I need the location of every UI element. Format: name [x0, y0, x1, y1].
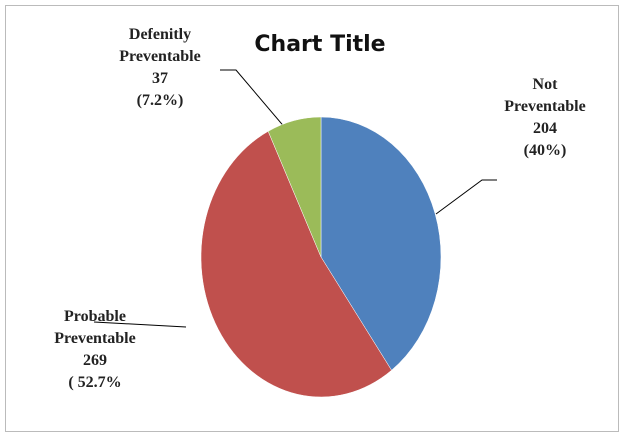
label-category: Defenitly Preventable: [119, 26, 201, 65]
label-value: 204: [533, 120, 557, 137]
label-percent: (7.2%): [136, 92, 184, 109]
label-value: 269: [83, 352, 107, 369]
label-category: Not Preventable: [504, 76, 586, 115]
label-category: Probable Preventable: [54, 308, 136, 347]
pie-slice: [200, 130, 392, 398]
leader-line: [93, 321, 187, 328]
leader-line: [435, 179, 497, 215]
data-label: Probable Preventable 269 ( 52.7%: [30, 306, 160, 394]
pie-slice: [320, 116, 442, 371]
label-percent: ( 52.7%: [68, 374, 122, 391]
chart-title: Chart Title: [254, 32, 386, 57]
data-label: Not Preventable 204 (40%): [480, 74, 610, 162]
data-label: Defenitly Preventable 37 (7.2%): [95, 24, 225, 112]
label-percent: (40%): [523, 142, 567, 159]
pie-slice: [267, 116, 322, 258]
leader-line: [220, 69, 293, 137]
label-value: 37: [152, 70, 168, 87]
